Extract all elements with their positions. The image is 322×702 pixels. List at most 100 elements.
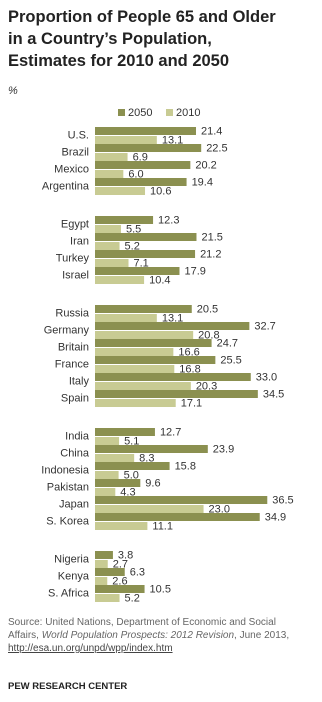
source-link[interactable]: http://esa.un.org/unpd/wpp/index.htm bbox=[8, 643, 173, 654]
chart-title: Estimates for 2010 and 2050 bbox=[8, 52, 229, 70]
bar bbox=[95, 373, 251, 381]
value-label: 34.9 bbox=[265, 511, 286, 523]
bar bbox=[95, 314, 157, 322]
value-label: 8.3 bbox=[139, 452, 154, 464]
value-label: 2.7 bbox=[113, 558, 128, 570]
unit-label: % bbox=[8, 85, 18, 97]
legend-swatch bbox=[166, 109, 173, 116]
bar bbox=[95, 136, 157, 144]
bar bbox=[95, 577, 108, 585]
value-label: 17.9 bbox=[184, 265, 205, 277]
value-label: 24.7 bbox=[217, 337, 238, 349]
value-label: 20.5 bbox=[197, 303, 218, 315]
bar bbox=[95, 259, 129, 267]
bar bbox=[95, 382, 191, 390]
value-label: 6.0 bbox=[128, 168, 143, 180]
bar bbox=[95, 276, 145, 284]
value-label: 22.5 bbox=[206, 142, 227, 154]
value-label: 4.3 bbox=[120, 486, 135, 498]
value-label: 20.3 bbox=[196, 380, 217, 392]
chart: Proportion of People 65 and Older in a C… bbox=[8, 8, 294, 604]
category-label: Russia bbox=[55, 307, 90, 319]
value-label: 11.1 bbox=[152, 520, 173, 532]
value-label: 12.3 bbox=[158, 214, 179, 226]
category-label: Indonesia bbox=[41, 464, 90, 476]
bar bbox=[95, 322, 250, 330]
bar bbox=[95, 551, 113, 559]
value-label: 13.1 bbox=[162, 134, 183, 146]
value-label: 36.5 bbox=[272, 494, 293, 506]
bar bbox=[95, 585, 145, 593]
bar bbox=[95, 594, 120, 602]
bar bbox=[95, 339, 212, 347]
legend-swatch bbox=[118, 109, 125, 116]
value-label: 34.5 bbox=[263, 388, 284, 400]
value-label: 32.7 bbox=[254, 320, 275, 332]
value-label: 15.8 bbox=[175, 460, 196, 472]
value-label: 21.4 bbox=[201, 125, 222, 137]
bar bbox=[95, 496, 268, 504]
bar bbox=[95, 505, 204, 513]
value-label: 23.0 bbox=[209, 503, 230, 515]
bar bbox=[95, 170, 124, 178]
value-label: 19.4 bbox=[192, 176, 213, 188]
bar bbox=[95, 178, 187, 186]
category-label: Brazil bbox=[61, 146, 89, 158]
bar bbox=[95, 225, 121, 233]
bar bbox=[95, 428, 155, 436]
value-label: 10.4 bbox=[149, 274, 170, 286]
value-label: 21.5 bbox=[201, 231, 222, 243]
category-label: S. Africa bbox=[48, 587, 90, 599]
bar bbox=[95, 437, 120, 445]
bar bbox=[95, 267, 180, 275]
category-label: Argentina bbox=[42, 180, 90, 192]
bar bbox=[95, 568, 125, 576]
value-label: 5.5 bbox=[126, 223, 141, 235]
value-label: 5.1 bbox=[124, 435, 139, 447]
credit: PEW RESEARCH CENTER bbox=[8, 681, 128, 692]
value-label: 16.8 bbox=[179, 363, 200, 375]
value-label: 3.8 bbox=[118, 549, 133, 561]
value-label: 20.8 bbox=[198, 329, 219, 341]
value-label: 6.9 bbox=[133, 151, 148, 163]
bar bbox=[95, 454, 135, 462]
category-label: Britain bbox=[58, 341, 89, 353]
value-label: 9.6 bbox=[145, 477, 160, 489]
bar bbox=[95, 348, 174, 356]
bar bbox=[95, 161, 191, 169]
value-label: 20.2 bbox=[195, 159, 216, 171]
source-note: Source: United Nations, Department of Ec… bbox=[8, 616, 308, 655]
source-text: World Population Prospects: 2012 Revisio… bbox=[41, 630, 235, 641]
source-text: Source: United Nations, Department of Ec… bbox=[8, 617, 276, 641]
bar bbox=[95, 488, 116, 496]
value-label: 25.5 bbox=[220, 354, 241, 366]
chart-title: in a Country’s Population, bbox=[8, 30, 212, 48]
bar bbox=[95, 242, 120, 250]
value-label: 5.2 bbox=[125, 592, 140, 604]
bar bbox=[95, 153, 128, 161]
category-label: Turkey bbox=[56, 252, 90, 264]
bar bbox=[95, 471, 119, 479]
bar bbox=[95, 513, 260, 521]
value-label: 13.1 bbox=[162, 312, 183, 324]
bar bbox=[95, 305, 192, 313]
value-label: 7.1 bbox=[134, 257, 149, 269]
legend-label: 2010 bbox=[176, 107, 200, 119]
value-label: 12.7 bbox=[160, 426, 181, 438]
value-label: 33.0 bbox=[256, 371, 277, 383]
bar bbox=[95, 560, 108, 568]
bar bbox=[95, 522, 148, 530]
category-label: Italy bbox=[69, 375, 90, 387]
bar bbox=[95, 462, 170, 470]
value-label: 23.9 bbox=[213, 443, 234, 455]
value-label: 16.6 bbox=[178, 346, 199, 358]
bar bbox=[95, 250, 196, 258]
source-text: , June 2013, bbox=[234, 630, 290, 641]
chart-title: Proportion of People 65 and Older bbox=[8, 8, 276, 26]
value-label: 5.2 bbox=[125, 240, 140, 252]
category-label: Israel bbox=[62, 269, 89, 281]
value-label: 21.2 bbox=[200, 248, 221, 260]
bar bbox=[95, 144, 202, 152]
bar bbox=[95, 479, 141, 487]
